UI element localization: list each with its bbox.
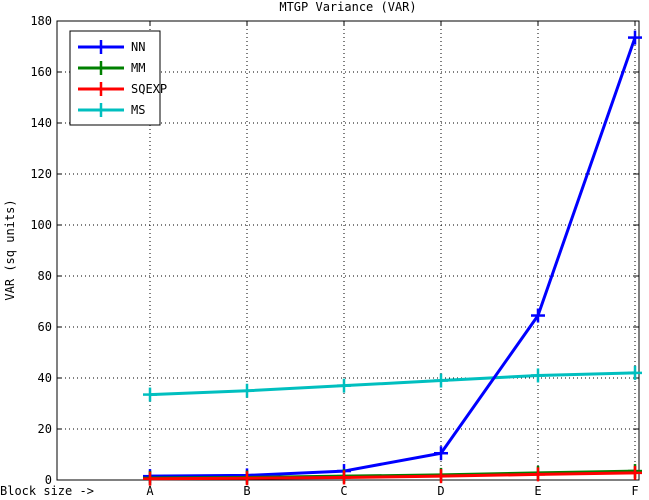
x-prefix-label: Block size -> [0, 484, 94, 498]
data-point [240, 471, 254, 486]
legend-label: MS [131, 103, 145, 117]
series-sqexp [143, 465, 642, 486]
y-tick-label: 20 [38, 422, 52, 436]
x-tick-label: F [631, 484, 638, 498]
data-point [531, 368, 545, 383]
y-tick-label: 40 [38, 371, 52, 385]
data-point [434, 446, 448, 461]
plot-area-frame [56, 20, 640, 481]
chart-title: MTGP Variance (VAR) [279, 0, 416, 14]
legend-item-sqexp: SQEXP [78, 82, 167, 96]
x-tick-label: B [243, 484, 250, 498]
legend: NN MM SQEXP MS [69, 30, 167, 126]
legend-item-nn: NN [78, 40, 145, 54]
legend-label: MM [131, 61, 145, 75]
data-point [337, 470, 351, 485]
x-tick-label: C [340, 484, 347, 498]
legend-item-ms: MS [78, 103, 145, 117]
series-line [149, 471, 636, 481]
y-tick-label: 180 [30, 14, 52, 28]
y-tick-label: 160 [30, 65, 52, 79]
data-point [143, 387, 157, 402]
data-point [337, 378, 351, 393]
data-point [628, 365, 642, 380]
series-line [149, 37, 637, 478]
x-tick-label: A [146, 484, 154, 498]
y-tick-label: 80 [38, 269, 52, 283]
data-point [628, 465, 642, 480]
y-tick-label: 140 [30, 116, 52, 130]
data-point [240, 383, 254, 398]
data-point [434, 373, 448, 388]
series [143, 30, 642, 486]
legend-item-mm: MM [78, 61, 145, 75]
x-tick-label: E [534, 484, 541, 498]
series-ms [143, 365, 642, 402]
data-point [434, 469, 448, 484]
y-tick-label: 100 [30, 218, 52, 232]
data-point [143, 471, 157, 486]
legend-label: NN [131, 40, 145, 54]
x-tick-labels: A B C D E F [146, 484, 638, 498]
data-point [628, 30, 642, 45]
series-line [149, 371, 636, 397]
y-tick-label: 120 [30, 167, 52, 181]
y-tick-labels: 0 20 40 60 80 100 120 140 160 180 [30, 14, 52, 487]
y-axis-label: VAR (sq units) [3, 199, 17, 300]
y-tick-label: 0 [45, 473, 52, 487]
series-nn [143, 30, 642, 484]
legend-label: SQEXP [131, 82, 167, 96]
y-tick-label: 60 [38, 320, 52, 334]
data-point [531, 308, 545, 323]
data-point [531, 467, 545, 482]
x-tick-label: D [437, 484, 444, 498]
